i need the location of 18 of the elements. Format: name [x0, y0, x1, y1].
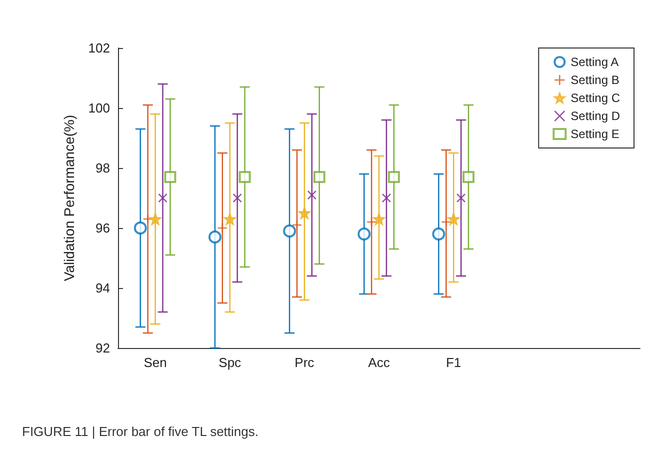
legend-label: Setting A [570, 55, 619, 69]
legend-label: Setting E [570, 127, 620, 141]
x-tick-label: Prc [294, 355, 315, 370]
legend-label: Setting D [570, 109, 620, 123]
y-tick-label: 98 [96, 160, 110, 176]
x-tick-label: Sen [144, 355, 167, 370]
y-tick-label: 94 [96, 280, 110, 296]
x-tick-label: F1 [446, 355, 462, 370]
legend-label: Setting C [570, 91, 620, 105]
y-axis-title: Validation Performance(%) [61, 114, 77, 282]
x-tick-label: Spc [218, 355, 242, 370]
y-tick-label: 100 [88, 100, 110, 116]
caption: FIGURE 11 | Error bar of five TL settings. [22, 424, 258, 439]
legend-label: Setting B [570, 73, 620, 87]
y-tick-label: 96 [96, 220, 110, 236]
x-tick-label: Acc [368, 355, 390, 370]
y-tick-label: 92 [96, 340, 110, 356]
y-tick-label: 102 [88, 40, 110, 56]
